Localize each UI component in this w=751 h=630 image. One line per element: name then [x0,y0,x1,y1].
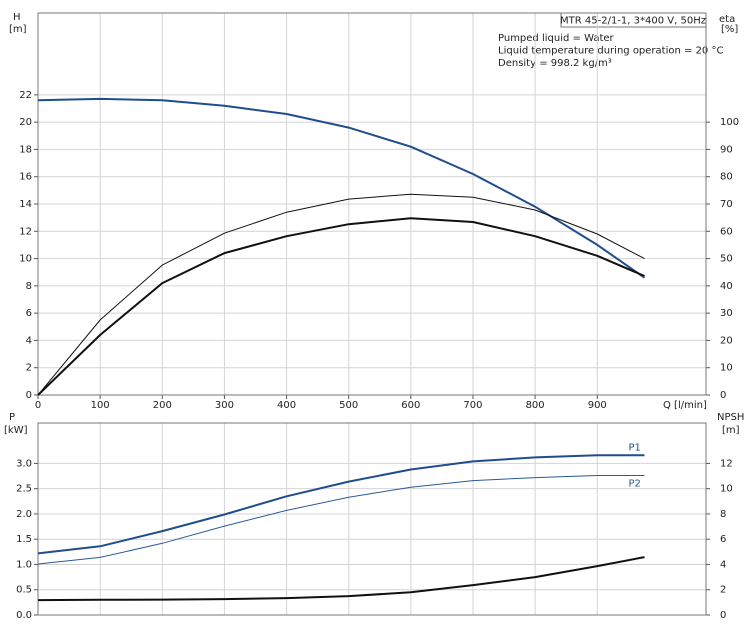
y-tick-label: 14 [19,199,32,210]
y2-axis-label: eta [719,14,735,25]
curve [37,193,645,396]
y2-tick-label: 60 [720,226,733,237]
y2-tick-label: 80 [720,172,733,183]
y-tick-label: 8 [26,281,32,292]
x-tick-label: 600 [401,400,420,411]
y-axis-unit: [kW] [4,425,28,436]
y2-tick-label: 2 [720,585,726,596]
y-tick-label: 2.5 [16,484,32,495]
y2-tick-label: 4 [720,559,726,570]
x-tick-label: 700 [463,400,482,411]
y-tick-label: 3.0 [16,458,32,469]
y2-tick-label: 0 [720,390,726,401]
y2-axis-unit: [%] [721,24,738,35]
plot-frame [37,422,707,616]
y-tick-label: 6 [26,308,32,319]
x-axis-label: Q [l/min] [663,400,707,411]
y-tick-label: 0.5 [16,585,32,596]
y2-tick-label: 12 [720,458,733,469]
curve [37,217,645,396]
annotation: Liquid temperature during operation = 20… [498,46,723,57]
y2-tick-label: 0 [720,610,726,621]
x-tick-label: 800 [526,400,545,411]
y-tick-label: 0.0 [16,610,32,621]
y2-tick-label: 20 [720,335,733,346]
annotation: Pumped liquid = Water [498,33,615,44]
x-tick-label: 0 [35,400,41,411]
x-tick-label: 200 [153,400,172,411]
y-tick-label: 20 [19,117,32,128]
x-tick-label: 400 [277,400,296,411]
y-axis-label: H [13,12,21,23]
y-tick-label: 0 [26,390,32,401]
y-tick-label: 12 [19,226,32,237]
y-tick-label: 16 [19,172,32,183]
y-tick-label: 22 [19,90,32,101]
y2-tick-label: 6 [720,534,726,545]
y-tick-label: 1.0 [16,559,32,570]
y-tick-label: 4 [26,335,32,346]
y2-tick-label: 30 [720,308,733,319]
y2-axis-unit: [m] [722,425,740,436]
y2-tick-label: 10 [720,363,733,374]
chart-title: MTR 45-2/1-1, 3*400 V, 50Hz [560,16,706,27]
y2-tick-label: 40 [720,281,733,292]
curve [37,556,645,602]
y-tick-label: 10 [19,254,32,265]
x-tick-label: 300 [215,400,234,411]
curve [37,475,645,565]
x-tick-label: 900 [588,400,607,411]
y2-tick-label: 8 [720,509,726,520]
y2-axis-label: NPSH [717,412,744,423]
x-tick-label: 100 [91,400,110,411]
plot-frame [37,12,707,396]
y-tick-label: 1.5 [16,534,32,545]
y-tick-label: 2 [26,363,32,374]
curve [37,454,645,555]
curve [37,97,646,279]
y-axis-unit: [m] [9,24,27,35]
series-label: P2 [628,479,640,490]
y-tick-label: 2.0 [16,509,32,520]
y2-tick-label: 50 [720,254,733,265]
y-axis-label: P [9,412,15,423]
annotation: Density = 998.2 kg/m³ [498,58,612,69]
y-tick-label: 18 [19,144,32,155]
x-tick-label: 500 [339,400,358,411]
series-label: P1 [628,442,640,453]
y2-tick-label: 70 [720,199,733,210]
y2-tick-label: 100 [720,117,739,128]
y2-tick-label: 10 [720,484,733,495]
y2-tick-label: 90 [720,144,733,155]
